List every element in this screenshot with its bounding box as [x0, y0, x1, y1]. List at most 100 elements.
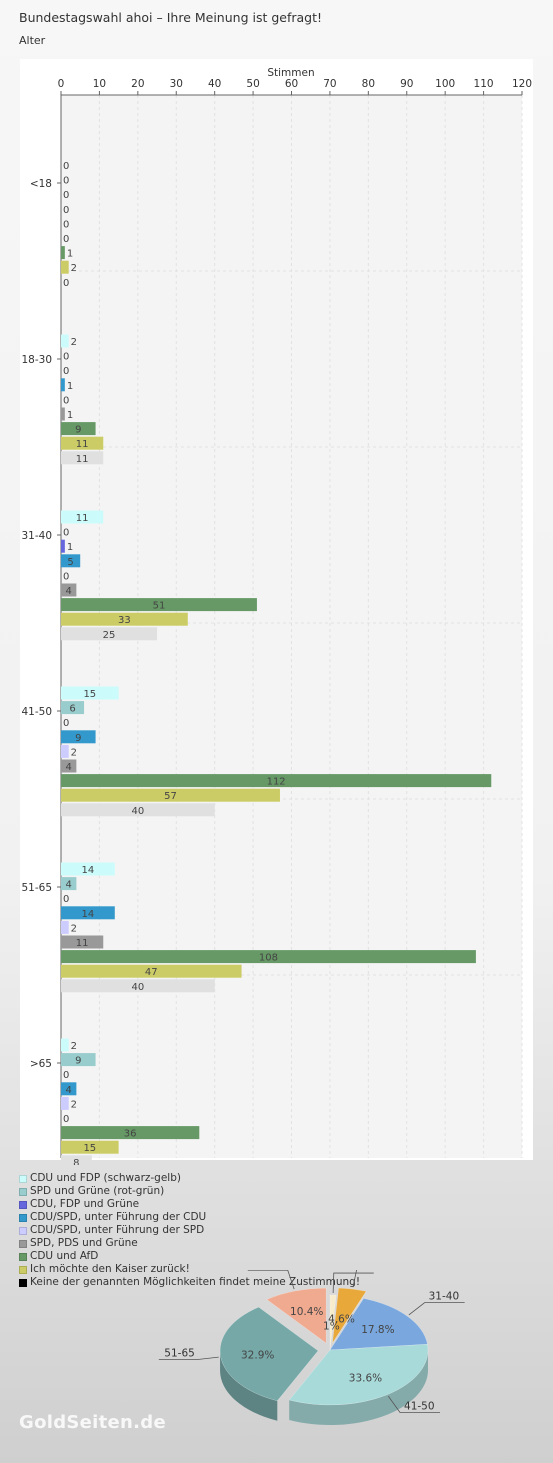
bar-value-label: 1: [67, 410, 73, 421]
y-category-label: 31-40: [21, 530, 52, 542]
pie-slice: [266, 1287, 327, 1344]
bar-value-label: 0: [63, 395, 69, 406]
legend-label: Ich möchte den Kaiser zurück!: [30, 1263, 190, 1275]
legend-swatch: [19, 1226, 27, 1235]
bar-value-label: 1: [67, 249, 73, 260]
bar-value-label: 0: [63, 219, 69, 230]
legend-swatch: [19, 1265, 27, 1274]
legend-swatch: [19, 1200, 27, 1209]
legend-label: CDU und FDP (schwarz-gelb): [30, 1172, 181, 1184]
pie-slice: [219, 1306, 319, 1402]
pie-chart: 1%<184.6%18-3017.8%31-4033.6%41-5032.9%5…: [158, 1270, 465, 1425]
y-category-label: <18: [30, 178, 52, 190]
bar-value-label: 2: [71, 1099, 77, 1110]
pie-slice-side: [220, 1350, 278, 1421]
plot-area: [61, 95, 522, 1158]
bar-value-label: 0: [63, 528, 69, 539]
x-tick-label: 80: [362, 78, 375, 90]
pie-leader-line: [332, 1272, 374, 1294]
bar-value-label: 2: [71, 923, 77, 934]
bar-value-label: 2: [71, 747, 77, 758]
bar-value-label: 40: [131, 982, 144, 993]
bar: [61, 935, 104, 949]
bar: [61, 583, 77, 597]
bar-value-label: 0: [63, 190, 69, 201]
legend-item: CDU/SPD, unter Führung der CDU: [19, 1211, 360, 1224]
y-category-label: 51-65: [21, 882, 52, 894]
bar-value-label: 2: [71, 337, 77, 348]
bar: [61, 920, 69, 934]
bar-value-label: 6: [69, 704, 75, 715]
bar: [61, 701, 85, 715]
legend-item: Ich möchte den Kaiser zurück!: [19, 1263, 360, 1276]
pie-slice-side: [289, 1350, 428, 1425]
pie-percent-label: 17.8%: [361, 1324, 394, 1336]
bar-value-label: 2: [71, 1041, 77, 1052]
y-category-label: 18-30: [21, 354, 52, 366]
y-category-label: >65: [30, 1058, 52, 1070]
bar-value-label: 11: [76, 938, 89, 949]
bar: [61, 1053, 96, 1067]
legend-swatch: [19, 1174, 27, 1183]
bar-value-label: 14: [82, 865, 95, 876]
bar-value-label: 1: [67, 381, 73, 392]
legend-label: SPD und Grüne (rot-grün): [30, 1185, 165, 1197]
bar-value-label: 15: [83, 689, 96, 700]
bar-value-label: 25: [103, 630, 116, 641]
x-tick-label: 110: [474, 78, 494, 90]
legend-item: CDU und AfD: [19, 1250, 360, 1263]
y-category-label: 41-50: [21, 706, 52, 718]
pie-leader-line: [352, 1270, 357, 1288]
x-tick-label: 120: [512, 78, 532, 90]
bar: [61, 862, 115, 876]
legend-item: CDU und FDP (schwarz-gelb): [19, 1172, 360, 1185]
pie-percent-label: 4.6%: [328, 1314, 355, 1326]
legend-label: CDU/SPD, unter Führung der SPD: [30, 1224, 205, 1236]
pie-leader-line: [408, 1302, 465, 1316]
bar-value-label: 0: [63, 571, 69, 582]
pie-percent-label: 1%: [323, 1320, 340, 1332]
bar: [61, 877, 77, 891]
bar: [61, 788, 280, 802]
x-tick-label: 10: [93, 78, 106, 90]
bar-value-label: 4: [65, 880, 71, 891]
bar-value-label: 15: [83, 1143, 96, 1154]
bar: [61, 1082, 77, 1096]
x-tick-label: 0: [58, 78, 65, 90]
bar-value-label: 2: [71, 263, 77, 274]
bar: [61, 1155, 92, 1165]
bar-value-label: 11: [76, 513, 89, 524]
bar: [61, 1126, 200, 1140]
bar-chart: Stimmen 0 10 20 30 40 50 60 70 80 90 100 110 120 <18…: [20, 59, 533, 1165]
legend-swatch: [19, 1187, 27, 1196]
bar: [61, 950, 476, 964]
bar-value-label: 0: [63, 1114, 69, 1125]
x-tick-label: 100: [435, 78, 455, 90]
pie-percent-label: 10.4%: [290, 1306, 323, 1318]
bar: [61, 1038, 69, 1052]
x-tick-label: 60: [285, 78, 298, 90]
legend-swatch: [19, 1239, 27, 1248]
chart-subtitle: Alter: [19, 34, 46, 47]
bar: [61, 686, 119, 700]
bar-value-label: 11: [76, 439, 89, 450]
pie-category-label: <18: [338, 1270, 360, 1273]
bar: [61, 1140, 119, 1154]
bar-value-label: 0: [63, 718, 69, 729]
bar: [61, 979, 215, 993]
bar: [61, 451, 104, 465]
legend-label: CDU/SPD, unter Führung der CDU: [30, 1211, 207, 1223]
chart-title: Bundestagswahl ahoi – Ihre Meinung ist g…: [19, 10, 323, 25]
bar-value-label: 112: [267, 777, 286, 788]
legend-label: CDU, FDP und Grüne: [30, 1198, 140, 1210]
legend-swatch: [19, 1252, 27, 1261]
bar-value-label: 0: [63, 205, 69, 216]
bar-value-label: 47: [145, 967, 158, 978]
bar: [61, 407, 65, 421]
legend-item: Keine der genannten Möglichkeiten findet…: [19, 1276, 360, 1289]
x-tick-label: 50: [246, 78, 259, 90]
bar-value-label: 1: [67, 542, 73, 553]
bar-value-label: 4: [65, 586, 71, 597]
x-tick-label: 20: [131, 78, 144, 90]
legend-item: CDU, FDP und Grüne: [19, 1198, 360, 1211]
